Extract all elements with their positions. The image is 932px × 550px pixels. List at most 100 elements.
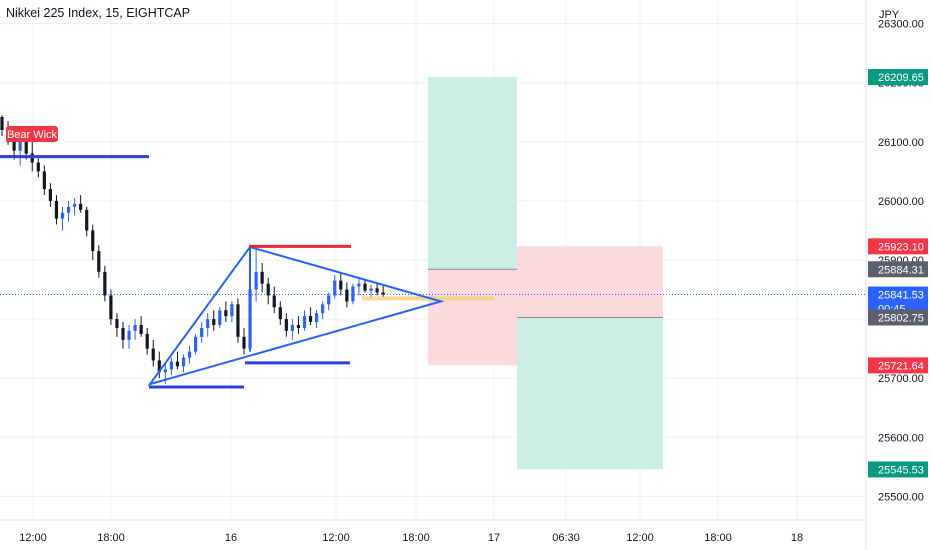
symmetrical-triangle: [147, 245, 445, 386]
candle-53: [321, 301, 325, 320]
candle-28: [169, 357, 173, 376]
candle-45: [272, 286, 276, 314]
candle-body-58: [351, 286, 355, 302]
candle-body-21: [127, 330, 131, 340]
candle-body-57: [345, 289, 349, 302]
x-tick-label-6: 06:30: [552, 532, 580, 544]
candle-body-31: [187, 351, 192, 358]
short-stop-zone: [517, 246, 663, 318]
price-badge-red-5: 25721.64: [868, 357, 928, 374]
candle-37: [224, 301, 228, 323]
candle-47: [284, 313, 288, 337]
candle-23: [139, 316, 143, 337]
candle-body-23: [139, 325, 143, 334]
candle-29: [175, 351, 180, 370]
candle-25: [151, 339, 155, 367]
candle-6: [36, 156, 40, 178]
candle-body-26: [157, 360, 161, 373]
price-badge-text-0: 26209.65: [878, 72, 924, 84]
bear-wick-label: Bear Wick: [6, 126, 58, 142]
candle-7: [42, 165, 46, 195]
x-tick-label-3: 12:00: [322, 532, 350, 544]
candle-body-13: [79, 203, 83, 210]
candle-body-25: [151, 348, 155, 361]
price-badge-text-2: 25884.31: [878, 264, 924, 276]
currency-label: JPY: [879, 9, 900, 21]
y-tick-label-8: 26300.00: [878, 19, 924, 31]
candle-55: [333, 274, 337, 299]
candle-26: [157, 351, 161, 379]
candle-19: [115, 313, 119, 337]
price-badge-bg-4: [868, 309, 928, 326]
price-badge-gray-2: 25884.31: [868, 261, 928, 278]
long-stop-zone: [428, 269, 517, 366]
candle-51: [308, 307, 313, 325]
candle-body-4: [24, 141, 28, 154]
candle-18: [109, 289, 113, 325]
candle-8: [48, 183, 52, 207]
price-badge-green-6: 25545.53: [868, 461, 928, 478]
candle-body-45: [272, 295, 276, 308]
candle-body-24: [145, 333, 149, 349]
candle-body-6: [36, 162, 40, 172]
candle-30: [181, 354, 186, 373]
candle-10: [60, 206, 65, 231]
price-badge-text-3: 25841.53: [878, 290, 924, 302]
candle-body-14: [85, 209, 89, 231]
candle-58: [351, 283, 355, 305]
candle-body-43: [260, 271, 264, 284]
candle-body-56: [339, 280, 343, 290]
candle-49: [296, 316, 301, 334]
candle-33: [200, 322, 204, 343]
candle-body-54: [327, 295, 331, 305]
candle-body-51: [308, 316, 313, 323]
price-badge-bg-6: [868, 461, 928, 478]
x-tick-label-1: 18:00: [97, 532, 125, 544]
candle-body-52: [315, 313, 319, 323]
candle-57: [345, 282, 349, 308]
candle-42: [254, 246, 258, 302]
candle-63: [381, 286, 385, 297]
candle-13: [79, 195, 83, 213]
candle-body-27: [163, 369, 167, 373]
candle-body-40: [242, 336, 246, 349]
candle-15: [91, 224, 95, 260]
candle-9: [54, 195, 59, 225]
candle-body-2: [12, 141, 16, 151]
candle-body-0: [0, 117, 4, 130]
chart-title: Nikkei 225 Index, 15, EIGHTCAP: [6, 6, 191, 20]
x-tick-label-0: 12:00: [19, 532, 47, 544]
price-badge-bg-5: [868, 357, 928, 374]
candle-35: [212, 310, 216, 331]
short-profit-zone: [517, 317, 663, 470]
candle-body-62: [375, 288, 379, 293]
candle-body-8: [48, 189, 52, 201]
candle-body-55: [333, 280, 337, 296]
x-tick-label-5: 17: [488, 532, 500, 544]
y-tick-label-1: 25600.00: [878, 432, 924, 444]
candle-body-32: [194, 336, 198, 352]
candle-54: [327, 292, 331, 311]
x-tick-label-8: 18:00: [704, 532, 732, 544]
candle-body-63: [381, 292, 385, 295]
candle-38: [230, 301, 234, 323]
candle-24: [145, 327, 149, 355]
price-badge-text-1: 25923.10: [878, 241, 924, 253]
candle-body-46: [278, 307, 282, 320]
candle-body-9: [54, 200, 59, 219]
candle-body-28: [169, 361, 173, 370]
candle-body-61: [369, 288, 373, 291]
candle-60: [363, 278, 367, 293]
candle-48: [290, 319, 294, 340]
candle-body-11: [66, 206, 71, 213]
candle-body-34: [206, 319, 210, 328]
y-tick-label-0: 25500.00: [878, 491, 924, 503]
candle-body-18: [109, 295, 113, 320]
candle-body-33: [200, 327, 204, 337]
candle-body-20: [121, 327, 125, 340]
candle-body-12: [73, 203, 77, 207]
candle-body-53: [321, 304, 325, 314]
candle-body-47: [284, 319, 288, 331]
candle-body-10: [60, 212, 65, 219]
